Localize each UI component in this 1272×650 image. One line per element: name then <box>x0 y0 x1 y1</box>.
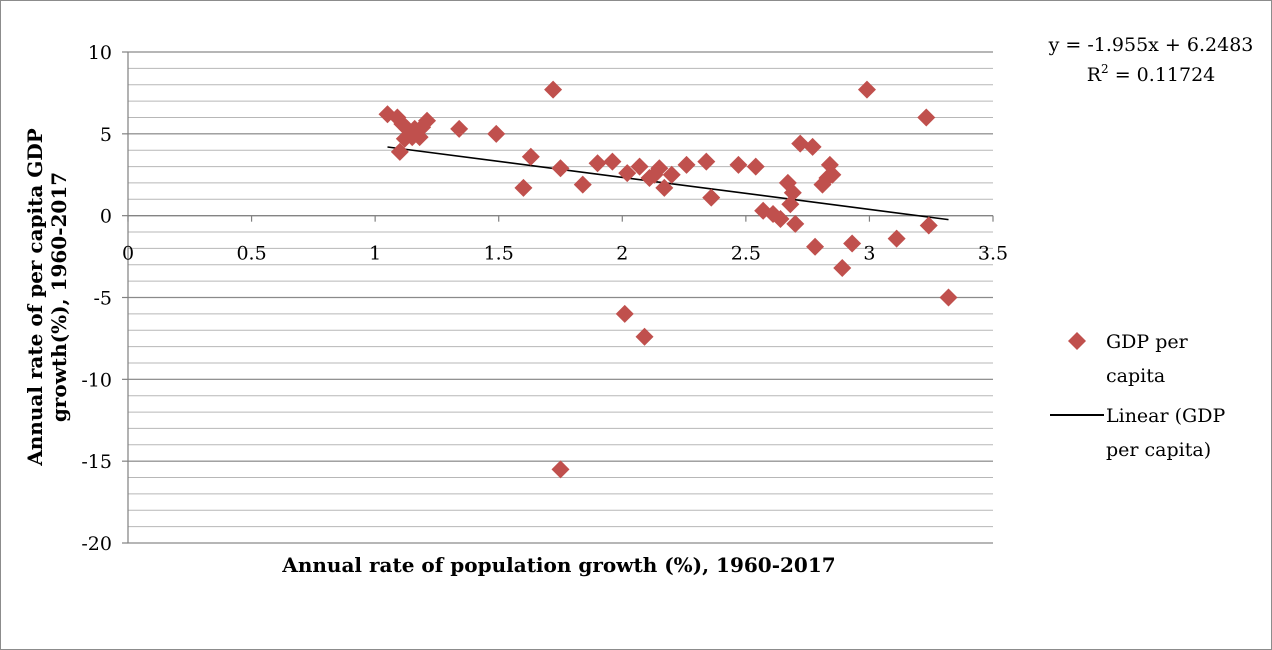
data-point <box>551 460 570 479</box>
data-point <box>618 164 637 183</box>
data-point <box>662 165 681 184</box>
x-tick-label: 1 <box>369 243 381 265</box>
data-point <box>939 288 958 307</box>
data-point <box>919 216 938 235</box>
data-point <box>786 214 805 233</box>
data-point <box>544 80 563 99</box>
y-tick-label: -5 <box>93 288 112 310</box>
data-point <box>917 108 936 127</box>
x-tick-label: 3 <box>863 243 875 265</box>
data-point <box>603 152 622 171</box>
data-point <box>791 134 810 153</box>
data-point <box>418 111 437 130</box>
data-point <box>771 209 790 228</box>
data-point <box>655 178 674 197</box>
data-point <box>630 157 649 176</box>
x-tick-label: 2 <box>616 243 628 265</box>
x-tick-label: 3.5 <box>978 243 1008 265</box>
data-point <box>746 157 765 176</box>
y-axis-title-line-1: Annual rate of per capita GDP <box>23 128 47 467</box>
y-tick-label: -10 <box>81 369 112 391</box>
legend-label-gdp-per-capita-line-1: GDP per <box>1106 331 1189 353</box>
data-point <box>390 142 409 161</box>
trendline-r-squared: R2 = 0.11724 <box>1087 62 1216 86</box>
data-point <box>450 119 469 138</box>
data-point <box>887 229 906 248</box>
y-tick-label: 0 <box>100 206 112 228</box>
data-point <box>702 188 721 207</box>
data-point <box>514 178 533 197</box>
data-point <box>729 155 748 174</box>
data-point <box>806 237 825 256</box>
data-point <box>487 124 506 143</box>
legend-marker-gdp-per-capita <box>1068 332 1086 350</box>
y-axis-title-line-2: growth(%), 1960-2017 <box>47 172 71 422</box>
x-axis-title: Annual rate of population growth (%), 19… <box>281 553 835 577</box>
data-point <box>677 155 696 174</box>
y-tick-label: -20 <box>81 533 112 555</box>
legend-label-gdp-per-capita-line-2: capita <box>1106 365 1165 387</box>
data-point <box>588 154 607 173</box>
legend-label-linear-trend-line-1: Linear (GDP <box>1106 405 1225 427</box>
data-point <box>843 234 862 253</box>
legend: GDP per capita Linear (GDP per capita) <box>1050 331 1225 461</box>
data-point <box>823 165 842 184</box>
x-tick-label: 0 <box>122 243 134 265</box>
data-point <box>650 159 669 178</box>
data-points <box>378 80 958 479</box>
data-point <box>573 175 592 194</box>
y-tick-label: -15 <box>81 451 112 473</box>
data-point <box>857 80 876 99</box>
x-tick-labels: 0 0.5 1 1.5 2 2.5 3 3.5 <box>122 243 1008 265</box>
data-point <box>410 128 429 147</box>
x-tick-label: 0.5 <box>236 243 266 265</box>
x-tick-label: 2.5 <box>731 243 761 265</box>
axes <box>122 51 994 544</box>
data-point <box>635 327 654 346</box>
data-point <box>833 259 852 278</box>
trendline-equation: y = -1.955x + 6.2483 <box>1048 34 1254 56</box>
x-tick-label: 1.5 <box>484 243 514 265</box>
data-point <box>615 304 634 323</box>
data-point <box>521 147 540 166</box>
data-point <box>803 137 822 156</box>
y-tick-label: 10 <box>88 42 112 64</box>
y-tick-label: 5 <box>100 124 112 146</box>
data-point <box>783 183 802 202</box>
data-point <box>551 159 570 178</box>
data-point <box>697 152 716 171</box>
legend-label-linear-trend-line-2: per capita) <box>1106 439 1211 461</box>
y-tick-labels: 10 5 0 -5 -10 -15 -20 <box>81 42 112 555</box>
